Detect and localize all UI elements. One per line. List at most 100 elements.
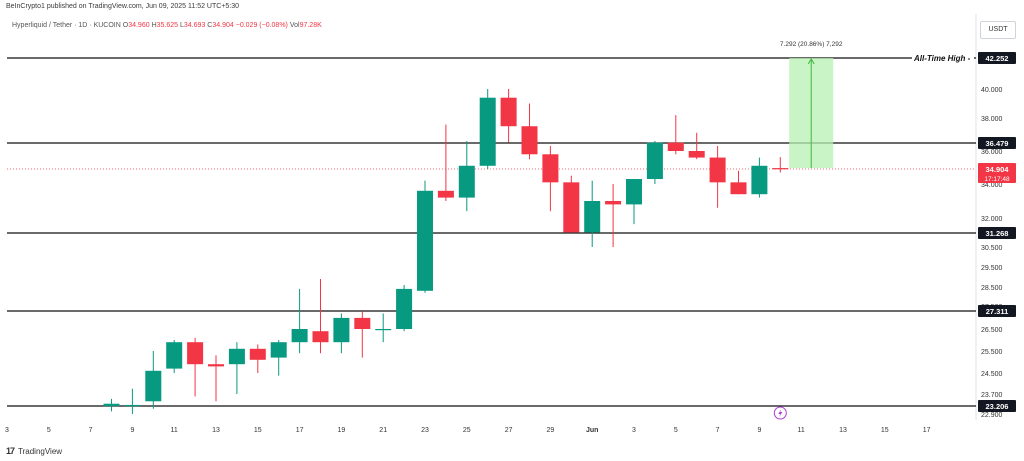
candle-body (646, 142, 663, 180)
x-tick-label: 5 (674, 427, 678, 434)
candle-body (208, 364, 224, 367)
price-tick-label: 36.000 (981, 149, 1003, 156)
current-price-tag (978, 163, 1016, 183)
candle-body (437, 190, 454, 198)
candle-body (605, 201, 622, 205)
candle-body (354, 317, 371, 329)
x-tick-label: 9 (130, 427, 134, 434)
x-tick-label: 15 (254, 427, 262, 434)
candle-body (375, 329, 392, 331)
x-tick-label: 19 (338, 427, 346, 434)
candle-body (688, 151, 705, 158)
symbol-name[interactable]: Hyperliquid / Tether · 1D · KUCOIN (12, 22, 121, 29)
price-tick-label: 25.500 (981, 349, 1003, 356)
candle-body (103, 403, 120, 407)
candle-body (730, 182, 747, 195)
volume-value: 97.28K (299, 22, 322, 29)
x-tick-label: 17 (923, 427, 931, 434)
symbol-ohlc-line: Hyperliquid / Tether · 1D · KUCOIN O34.9… (12, 22, 322, 29)
x-tick-label: 7 (716, 427, 720, 434)
x-tick-label: 7 (89, 427, 93, 434)
candle-body (751, 165, 768, 195)
candle-body (563, 182, 580, 233)
level-price-tag (978, 137, 1016, 149)
x-tick-label: 25 (463, 427, 471, 434)
candle-body (500, 97, 517, 127)
x-tick-label: 17 (296, 427, 304, 434)
change-value: −0.029 (−0.08%) (235, 22, 288, 29)
ath-label-bg (912, 52, 974, 64)
candle-body (542, 154, 559, 183)
close-label: C (207, 22, 213, 29)
tradingview-brand: TradingView (18, 446, 63, 456)
x-tick-label: 3 (5, 427, 9, 434)
x-tick-label: 13 (839, 427, 847, 434)
price-tick-label: 24.500 (981, 371, 1003, 378)
level-price-tag (978, 400, 1016, 412)
low-label: L (180, 22, 184, 29)
x-tick-label: 9 (757, 427, 761, 434)
x-tick-label: 3 (632, 427, 636, 434)
close-value: 34.904 (212, 22, 234, 29)
candle-body (145, 370, 162, 402)
price-tick-label: 38.000 (981, 116, 1003, 123)
tradingview-logo-icon: 17 (6, 446, 15, 456)
x-tick-label: 15 (881, 427, 889, 434)
candle-body (626, 179, 642, 205)
high-value: 35.625 (156, 22, 179, 29)
level-price-tag-label: 36.479 (986, 139, 1009, 148)
candle-body (584, 201, 601, 233)
candle-body (187, 342, 204, 365)
x-tick-label: 5 (47, 427, 51, 434)
level-price-tag (978, 305, 1016, 317)
level-price-tag-label: 23.206 (986, 402, 1009, 411)
price-tick-label: 26.500 (981, 327, 1003, 334)
countdown-label: 17:17:48 (984, 176, 1010, 183)
candle-body (291, 329, 308, 343)
level-price-tag-label: 42.252 (986, 54, 1009, 63)
price-tick-label: 29.500 (981, 265, 1003, 272)
lightning-bolt-icon (778, 409, 783, 417)
level-price-tag-label: 31.268 (986, 229, 1009, 238)
measure-label: 7.292 (20.86%) 7,292 (780, 41, 843, 48)
volume-label: Vol (289, 22, 300, 29)
x-tick-label: 29 (547, 427, 555, 434)
price-tick-label: 32.000 (981, 216, 1003, 223)
candle-body (521, 126, 538, 155)
currency-button[interactable]: USDT (980, 21, 1016, 39)
level-price-tag-label: 27.311 (986, 307, 1009, 316)
low-value: 34.693 (183, 22, 206, 29)
tradingview-footer: 17 TradingView (6, 446, 62, 456)
open-label: O (122, 22, 129, 29)
price-tick-label: 34.000 (981, 182, 1003, 189)
level-price-tag (978, 52, 1016, 64)
x-tick-label: 23 (421, 427, 429, 434)
price-tick-label: 28.500 (981, 285, 1003, 292)
candle-body (312, 331, 329, 343)
x-tick-label: 13 (212, 427, 220, 434)
candle-body (228, 348, 245, 365)
level-price-tag (978, 227, 1016, 239)
price-tick-label: 30.500 (981, 245, 1003, 252)
candle-body (709, 157, 726, 183)
high-label: H (151, 22, 157, 29)
open-value: 34.960 (128, 22, 150, 29)
x-tick-label: 11 (171, 427, 178, 434)
ath-label: All-Time High - (913, 54, 971, 63)
price-tick-label: 40.000 (981, 87, 1003, 94)
candle-body (458, 165, 475, 198)
candle-body (479, 97, 496, 166)
candle-body (417, 190, 433, 291)
candle-body (124, 404, 141, 407)
candle-body (667, 142, 684, 151)
candle-body (772, 168, 789, 170)
price-tick-label: 22.900 (981, 412, 1003, 419)
candle-body (333, 317, 350, 343)
published-line: BeInCrypto1 published on TradingView.com… (6, 3, 240, 10)
x-tick-label: 11 (798, 427, 805, 434)
price-tick-label: 23.700 (981, 392, 1003, 399)
x-tick-label: 27 (505, 427, 513, 434)
candle-body (249, 348, 266, 360)
candle-body (396, 288, 413, 329)
